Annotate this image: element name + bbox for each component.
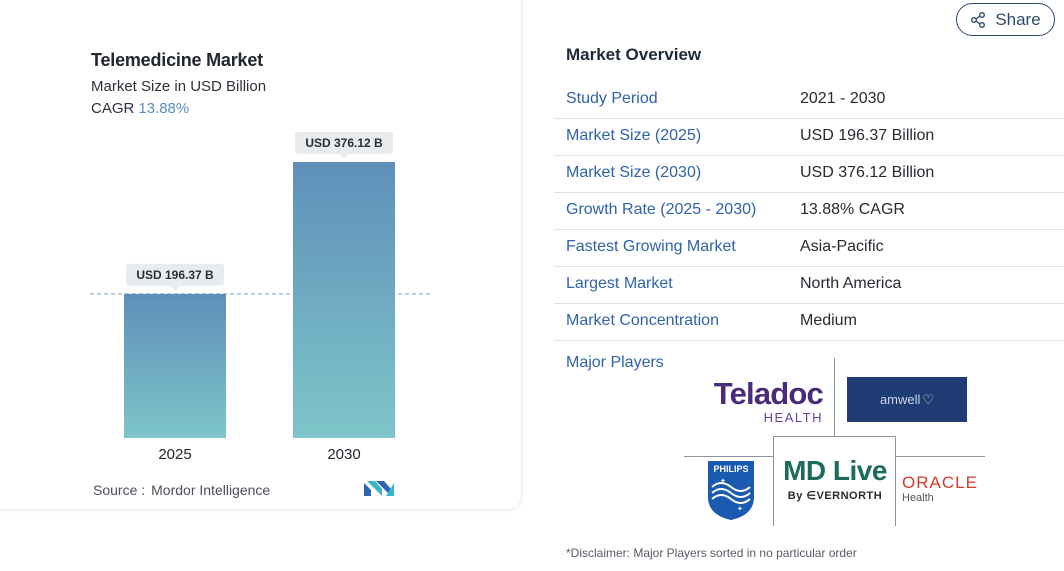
major-players-label[interactable]: Major Players <box>566 354 664 371</box>
overview-key[interactable]: Study Period <box>566 90 658 107</box>
chart-subtitle: Market Size in USD Billion <box>91 78 267 95</box>
overview-key[interactable]: Market Size (2030) <box>566 164 702 181</box>
overview-key[interactable]: Fastest Growing Market <box>566 238 736 255</box>
chart-title: Telemedicine Market <box>91 50 263 70</box>
overview-value: Asia-Pacific <box>800 238 884 255</box>
share-icon <box>971 11 986 28</box>
data-label-bubble <box>295 132 393 154</box>
mdlive-name: MD Live <box>783 455 887 486</box>
overview-value: USD 196.37 Billion <box>800 127 935 144</box>
logo-divider <box>773 436 896 437</box>
svg-text:✦: ✦ <box>720 477 726 485</box>
overview-key[interactable]: Largest Market <box>566 275 673 292</box>
mdlive-logo[interactable]: MD Live By ∈VERNORTH <box>779 455 891 502</box>
amwell-name: amwell <box>879 392 921 407</box>
oracle-sub: Health <box>902 492 934 504</box>
disclaimer-text: *Disclaimer: Major Players sorted in no … <box>566 546 857 560</box>
overview-key[interactable]: Growth Rate (2025 - 2030) <box>566 201 757 218</box>
overview-value: North America <box>800 275 902 292</box>
chart-cagr: CAGR 13.88% <box>91 100 189 117</box>
teladoc-name: Teladoc <box>713 376 824 411</box>
overview-value: 2021 - 2030 <box>800 90 886 107</box>
svg-text:✦: ✦ <box>737 505 743 513</box>
overview-row-largest-market: Largest Market North America <box>554 267 1064 304</box>
logo-divider <box>834 358 835 436</box>
share-button[interactable]: Share <box>956 3 1055 36</box>
mdlive-sub: By ∈VERNORTH <box>787 490 883 502</box>
overview-value: Medium <box>800 312 857 329</box>
data-label-bubble <box>126 263 224 286</box>
bar <box>124 293 226 438</box>
logo-divider <box>684 456 774 457</box>
overview-row-growth-rate: Growth Rate (2025 - 2030) 13.88% CAGR <box>554 193 1064 230</box>
oracle-logo[interactable]: ORACLE Health <box>902 473 978 505</box>
market-chart-card <box>0 0 522 510</box>
overview-value: USD 376.12 Billion <box>800 164 935 181</box>
overview-row-market-size-2030: Market Size (2030) USD 376.12 Billion <box>554 156 1064 193</box>
overview-row-fastest-growing: Fastest Growing Market Asia-Pacific <box>554 230 1064 267</box>
cagr-label: CAGR <box>91 100 135 117</box>
overview-row-market-size-2025: Market Size (2025) USD 196.37 Billion <box>554 119 1064 156</box>
logo-divider <box>773 436 774 526</box>
source-label: Source : <box>93 482 146 498</box>
logo-divider <box>895 436 896 526</box>
chart-source: Source : Mordor Intelligence <box>93 482 270 498</box>
mordor-intelligence-logo-icon <box>364 481 394 501</box>
bar <box>293 162 395 438</box>
philips-name: PHILIPS <box>713 464 748 474</box>
amwell-logo[interactable]: amwell ♡ <box>847 377 967 422</box>
overview-value: 13.88% CAGR <box>800 201 905 218</box>
share-label: Share <box>995 9 1041 29</box>
oracle-name: ORACLE <box>902 473 978 492</box>
heart-icon: ♡ <box>922 391 935 407</box>
market-overview-table: Study Period 2021 - 2030 Market Size (20… <box>554 82 1064 341</box>
data-label-pointer <box>170 285 180 291</box>
data-label: USD 376.12 B <box>305 136 383 150</box>
overview-key[interactable]: Market Size (2025) <box>566 127 702 144</box>
overview-row-concentration: Market Concentration Medium <box>554 304 1064 341</box>
x-tick-label: 2025 <box>158 446 191 463</box>
market-overview-title: Market Overview <box>566 45 702 64</box>
data-label: USD 196.37 B <box>136 268 214 282</box>
data-label-pointer <box>339 154 349 159</box>
overview-key[interactable]: Market Concentration <box>566 312 719 329</box>
philips-logo[interactable]: PHILIPS ✦ ✦ <box>706 459 756 526</box>
teladoc-sub: HEALTH <box>763 410 823 425</box>
x-tick-label: 2030 <box>327 446 360 463</box>
source-name: Mordor Intelligence <box>151 482 271 498</box>
bar-chart: USD 196.37 B 2025 USD 376.12 B 2030 <box>90 132 432 463</box>
teladoc-logo[interactable]: Teladoc HEALTH <box>697 376 824 426</box>
cagr-value: 13.88% <box>138 100 190 117</box>
logo-divider <box>895 456 985 457</box>
overview-row-study-period: Study Period 2021 - 2030 <box>554 82 1064 119</box>
